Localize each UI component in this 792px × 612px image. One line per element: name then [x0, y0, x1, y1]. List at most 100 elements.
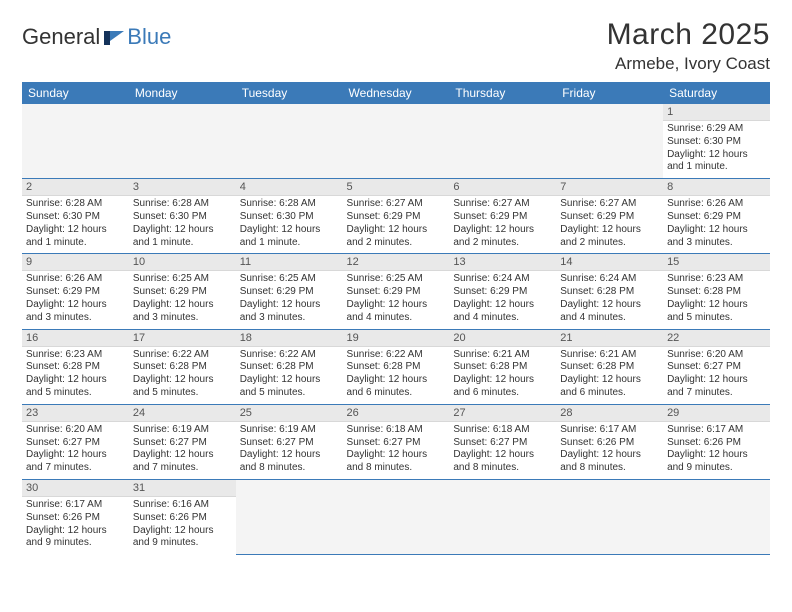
sunset-line: Sunset: 6:30 PM [26, 211, 125, 224]
daylight-line: Daylight: 12 hours and 8 minutes. [560, 449, 659, 475]
daylight-line: Daylight: 12 hours and 6 minutes. [560, 374, 659, 400]
day-cell: 29Sunrise: 6:17 AMSunset: 6:26 PMDayligh… [663, 404, 770, 479]
day-cell: 3Sunrise: 6:28 AMSunset: 6:30 PMDaylight… [129, 179, 236, 254]
blank-cell [663, 479, 770, 554]
weekday-header: Friday [556, 82, 663, 104]
day-number: 5 [343, 179, 450, 196]
day-number: 10 [129, 254, 236, 271]
blank-cell [556, 104, 663, 179]
sunset-line: Sunset: 6:27 PM [26, 437, 125, 450]
sunrise-line: Sunrise: 6:17 AM [26, 499, 125, 512]
weekday-header: Saturday [663, 82, 770, 104]
daylight-line: Daylight: 12 hours and 5 minutes. [133, 374, 232, 400]
day-body: Sunrise: 6:25 AMSunset: 6:29 PMDaylight:… [129, 271, 236, 328]
day-cell: 2Sunrise: 6:28 AMSunset: 6:30 PMDaylight… [22, 179, 129, 254]
day-cell: 30Sunrise: 6:17 AMSunset: 6:26 PMDayligh… [22, 479, 129, 554]
weekday-header: Monday [129, 82, 236, 104]
sunrise-line: Sunrise: 6:18 AM [453, 424, 552, 437]
day-body: Sunrise: 6:28 AMSunset: 6:30 PMDaylight:… [236, 196, 343, 253]
sunset-line: Sunset: 6:29 PM [453, 211, 552, 224]
day-number: 30 [22, 480, 129, 497]
sunrise-line: Sunrise: 6:28 AM [133, 198, 232, 211]
sunrise-line: Sunrise: 6:22 AM [240, 349, 339, 362]
day-body: Sunrise: 6:24 AMSunset: 6:29 PMDaylight:… [449, 271, 556, 328]
header: General Blue March 2025 Armebe, Ivory Co… [22, 18, 770, 74]
day-body: Sunrise: 6:28 AMSunset: 6:30 PMDaylight:… [129, 196, 236, 253]
day-body: Sunrise: 6:27 AMSunset: 6:29 PMDaylight:… [449, 196, 556, 253]
day-cell: 14Sunrise: 6:24 AMSunset: 6:28 PMDayligh… [556, 254, 663, 329]
day-number: 4 [236, 179, 343, 196]
sunset-line: Sunset: 6:26 PM [667, 437, 766, 450]
day-cell: 8Sunrise: 6:26 AMSunset: 6:29 PMDaylight… [663, 179, 770, 254]
day-cell: 17Sunrise: 6:22 AMSunset: 6:28 PMDayligh… [129, 329, 236, 404]
blank-cell [129, 104, 236, 179]
daylight-line: Daylight: 12 hours and 5 minutes. [240, 374, 339, 400]
sunrise-line: Sunrise: 6:23 AM [667, 273, 766, 286]
day-number: 15 [663, 254, 770, 271]
sunset-line: Sunset: 6:28 PM [560, 361, 659, 374]
daylight-line: Daylight: 12 hours and 5 minutes. [667, 299, 766, 325]
weekday-header: Tuesday [236, 82, 343, 104]
weekday-header: Thursday [449, 82, 556, 104]
daylight-line: Daylight: 12 hours and 9 minutes. [26, 525, 125, 551]
day-cell: 5Sunrise: 6:27 AMSunset: 6:29 PMDaylight… [343, 179, 450, 254]
sunset-line: Sunset: 6:28 PM [26, 361, 125, 374]
day-cell: 25Sunrise: 6:19 AMSunset: 6:27 PMDayligh… [236, 404, 343, 479]
day-body: Sunrise: 6:24 AMSunset: 6:28 PMDaylight:… [556, 271, 663, 328]
day-cell: 11Sunrise: 6:25 AMSunset: 6:29 PMDayligh… [236, 254, 343, 329]
day-number: 3 [129, 179, 236, 196]
calendar-week-row: 30Sunrise: 6:17 AMSunset: 6:26 PMDayligh… [22, 479, 770, 554]
calendar-week-row: 16Sunrise: 6:23 AMSunset: 6:28 PMDayligh… [22, 329, 770, 404]
day-cell: 10Sunrise: 6:25 AMSunset: 6:29 PMDayligh… [129, 254, 236, 329]
day-number: 22 [663, 330, 770, 347]
day-body: Sunrise: 6:17 AMSunset: 6:26 PMDaylight:… [663, 422, 770, 479]
sunrise-line: Sunrise: 6:24 AM [560, 273, 659, 286]
sunrise-line: Sunrise: 6:17 AM [667, 424, 766, 437]
day-body: Sunrise: 6:23 AMSunset: 6:28 PMDaylight:… [663, 271, 770, 328]
day-body: Sunrise: 6:23 AMSunset: 6:28 PMDaylight:… [22, 347, 129, 404]
sunset-line: Sunset: 6:28 PM [453, 361, 552, 374]
day-cell: 24Sunrise: 6:19 AMSunset: 6:27 PMDayligh… [129, 404, 236, 479]
sunrise-line: Sunrise: 6:19 AM [133, 424, 232, 437]
daylight-line: Daylight: 12 hours and 1 minute. [26, 224, 125, 250]
logo-text-general: General [22, 24, 100, 50]
day-number: 25 [236, 405, 343, 422]
sunset-line: Sunset: 6:29 PM [133, 286, 232, 299]
day-number: 26 [343, 405, 450, 422]
day-body: Sunrise: 6:17 AMSunset: 6:26 PMDaylight:… [556, 422, 663, 479]
day-cell: 23Sunrise: 6:20 AMSunset: 6:27 PMDayligh… [22, 404, 129, 479]
day-cell: 19Sunrise: 6:22 AMSunset: 6:28 PMDayligh… [343, 329, 450, 404]
day-cell: 6Sunrise: 6:27 AMSunset: 6:29 PMDaylight… [449, 179, 556, 254]
sunrise-line: Sunrise: 6:23 AM [26, 349, 125, 362]
sunrise-line: Sunrise: 6:16 AM [133, 499, 232, 512]
sunrise-line: Sunrise: 6:22 AM [133, 349, 232, 362]
calendar-week-row: 9Sunrise: 6:26 AMSunset: 6:29 PMDaylight… [22, 254, 770, 329]
daylight-line: Daylight: 12 hours and 9 minutes. [133, 525, 232, 551]
day-cell: 26Sunrise: 6:18 AMSunset: 6:27 PMDayligh… [343, 404, 450, 479]
sunset-line: Sunset: 6:29 PM [240, 286, 339, 299]
sunset-line: Sunset: 6:29 PM [347, 286, 446, 299]
sunrise-line: Sunrise: 6:18 AM [347, 424, 446, 437]
daylight-line: Daylight: 12 hours and 6 minutes. [347, 374, 446, 400]
sunrise-line: Sunrise: 6:26 AM [667, 198, 766, 211]
daylight-line: Daylight: 12 hours and 2 minutes. [347, 224, 446, 250]
blank-cell [236, 104, 343, 179]
day-body: Sunrise: 6:19 AMSunset: 6:27 PMDaylight:… [129, 422, 236, 479]
blank-cell [236, 479, 343, 554]
daylight-line: Daylight: 12 hours and 7 minutes. [26, 449, 125, 475]
blank-cell [556, 479, 663, 554]
sunset-line: Sunset: 6:27 PM [133, 437, 232, 450]
day-body: Sunrise: 6:22 AMSunset: 6:28 PMDaylight:… [129, 347, 236, 404]
day-number: 31 [129, 480, 236, 497]
weekday-header: Wednesday [343, 82, 450, 104]
sunset-line: Sunset: 6:26 PM [133, 512, 232, 525]
day-body: Sunrise: 6:27 AMSunset: 6:29 PMDaylight:… [343, 196, 450, 253]
sunset-line: Sunset: 6:29 PM [560, 211, 659, 224]
sunrise-line: Sunrise: 6:28 AM [240, 198, 339, 211]
sunset-line: Sunset: 6:28 PM [133, 361, 232, 374]
blank-cell [22, 104, 129, 179]
day-cell: 13Sunrise: 6:24 AMSunset: 6:29 PMDayligh… [449, 254, 556, 329]
day-cell: 12Sunrise: 6:25 AMSunset: 6:29 PMDayligh… [343, 254, 450, 329]
day-body: Sunrise: 6:26 AMSunset: 6:29 PMDaylight:… [22, 271, 129, 328]
day-number: 21 [556, 330, 663, 347]
